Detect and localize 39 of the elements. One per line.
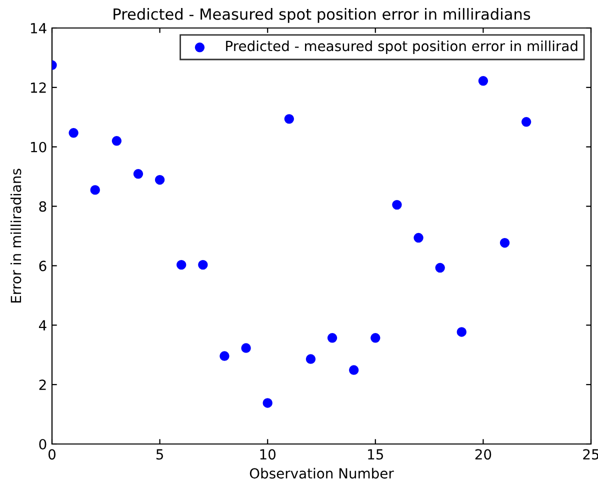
point (284, 114, 294, 124)
point (435, 262, 445, 273)
point (176, 260, 186, 270)
point (327, 333, 338, 343)
point (392, 200, 402, 210)
point (154, 174, 165, 185)
x-tick-label: 0 (48, 449, 56, 460)
y-tick-label: 10 (30, 142, 46, 152)
y-tick-label: 14 (30, 23, 46, 34)
point (456, 327, 466, 337)
y-tick-label: 8 (39, 201, 46, 212)
point (112, 136, 122, 146)
point (414, 232, 424, 243)
point (241, 343, 251, 353)
y-tick-label: 12 (30, 82, 46, 93)
chart-title: Predicted - Measured spot position error in milliradians (114, 8, 530, 23)
x-tick-label: 15 (368, 449, 384, 460)
point (348, 365, 359, 375)
y-tick-label: 6 (39, 260, 46, 272)
point (198, 260, 208, 270)
x-tick-label: 10 (260, 449, 276, 460)
y-tick-label: 2 (39, 380, 46, 390)
point (521, 117, 532, 127)
point (133, 169, 144, 179)
point (306, 354, 316, 364)
y-axis-title: Error in milliradians (10, 168, 22, 303)
y-tick-label: 4 (38, 320, 46, 330)
point (68, 128, 78, 138)
point (262, 398, 272, 408)
x-tick-label: 5 (156, 449, 164, 460)
x-tick-label: 20 (475, 449, 492, 460)
point (220, 351, 230, 361)
y-tick-label: 0 (39, 438, 46, 450)
x-axis-title: Observation Number (250, 468, 394, 479)
point (478, 76, 488, 86)
point (500, 238, 510, 248)
point (90, 185, 100, 195)
point (370, 333, 380, 343)
legend-label: Predicted - measured spot position error in millirad (226, 40, 578, 54)
